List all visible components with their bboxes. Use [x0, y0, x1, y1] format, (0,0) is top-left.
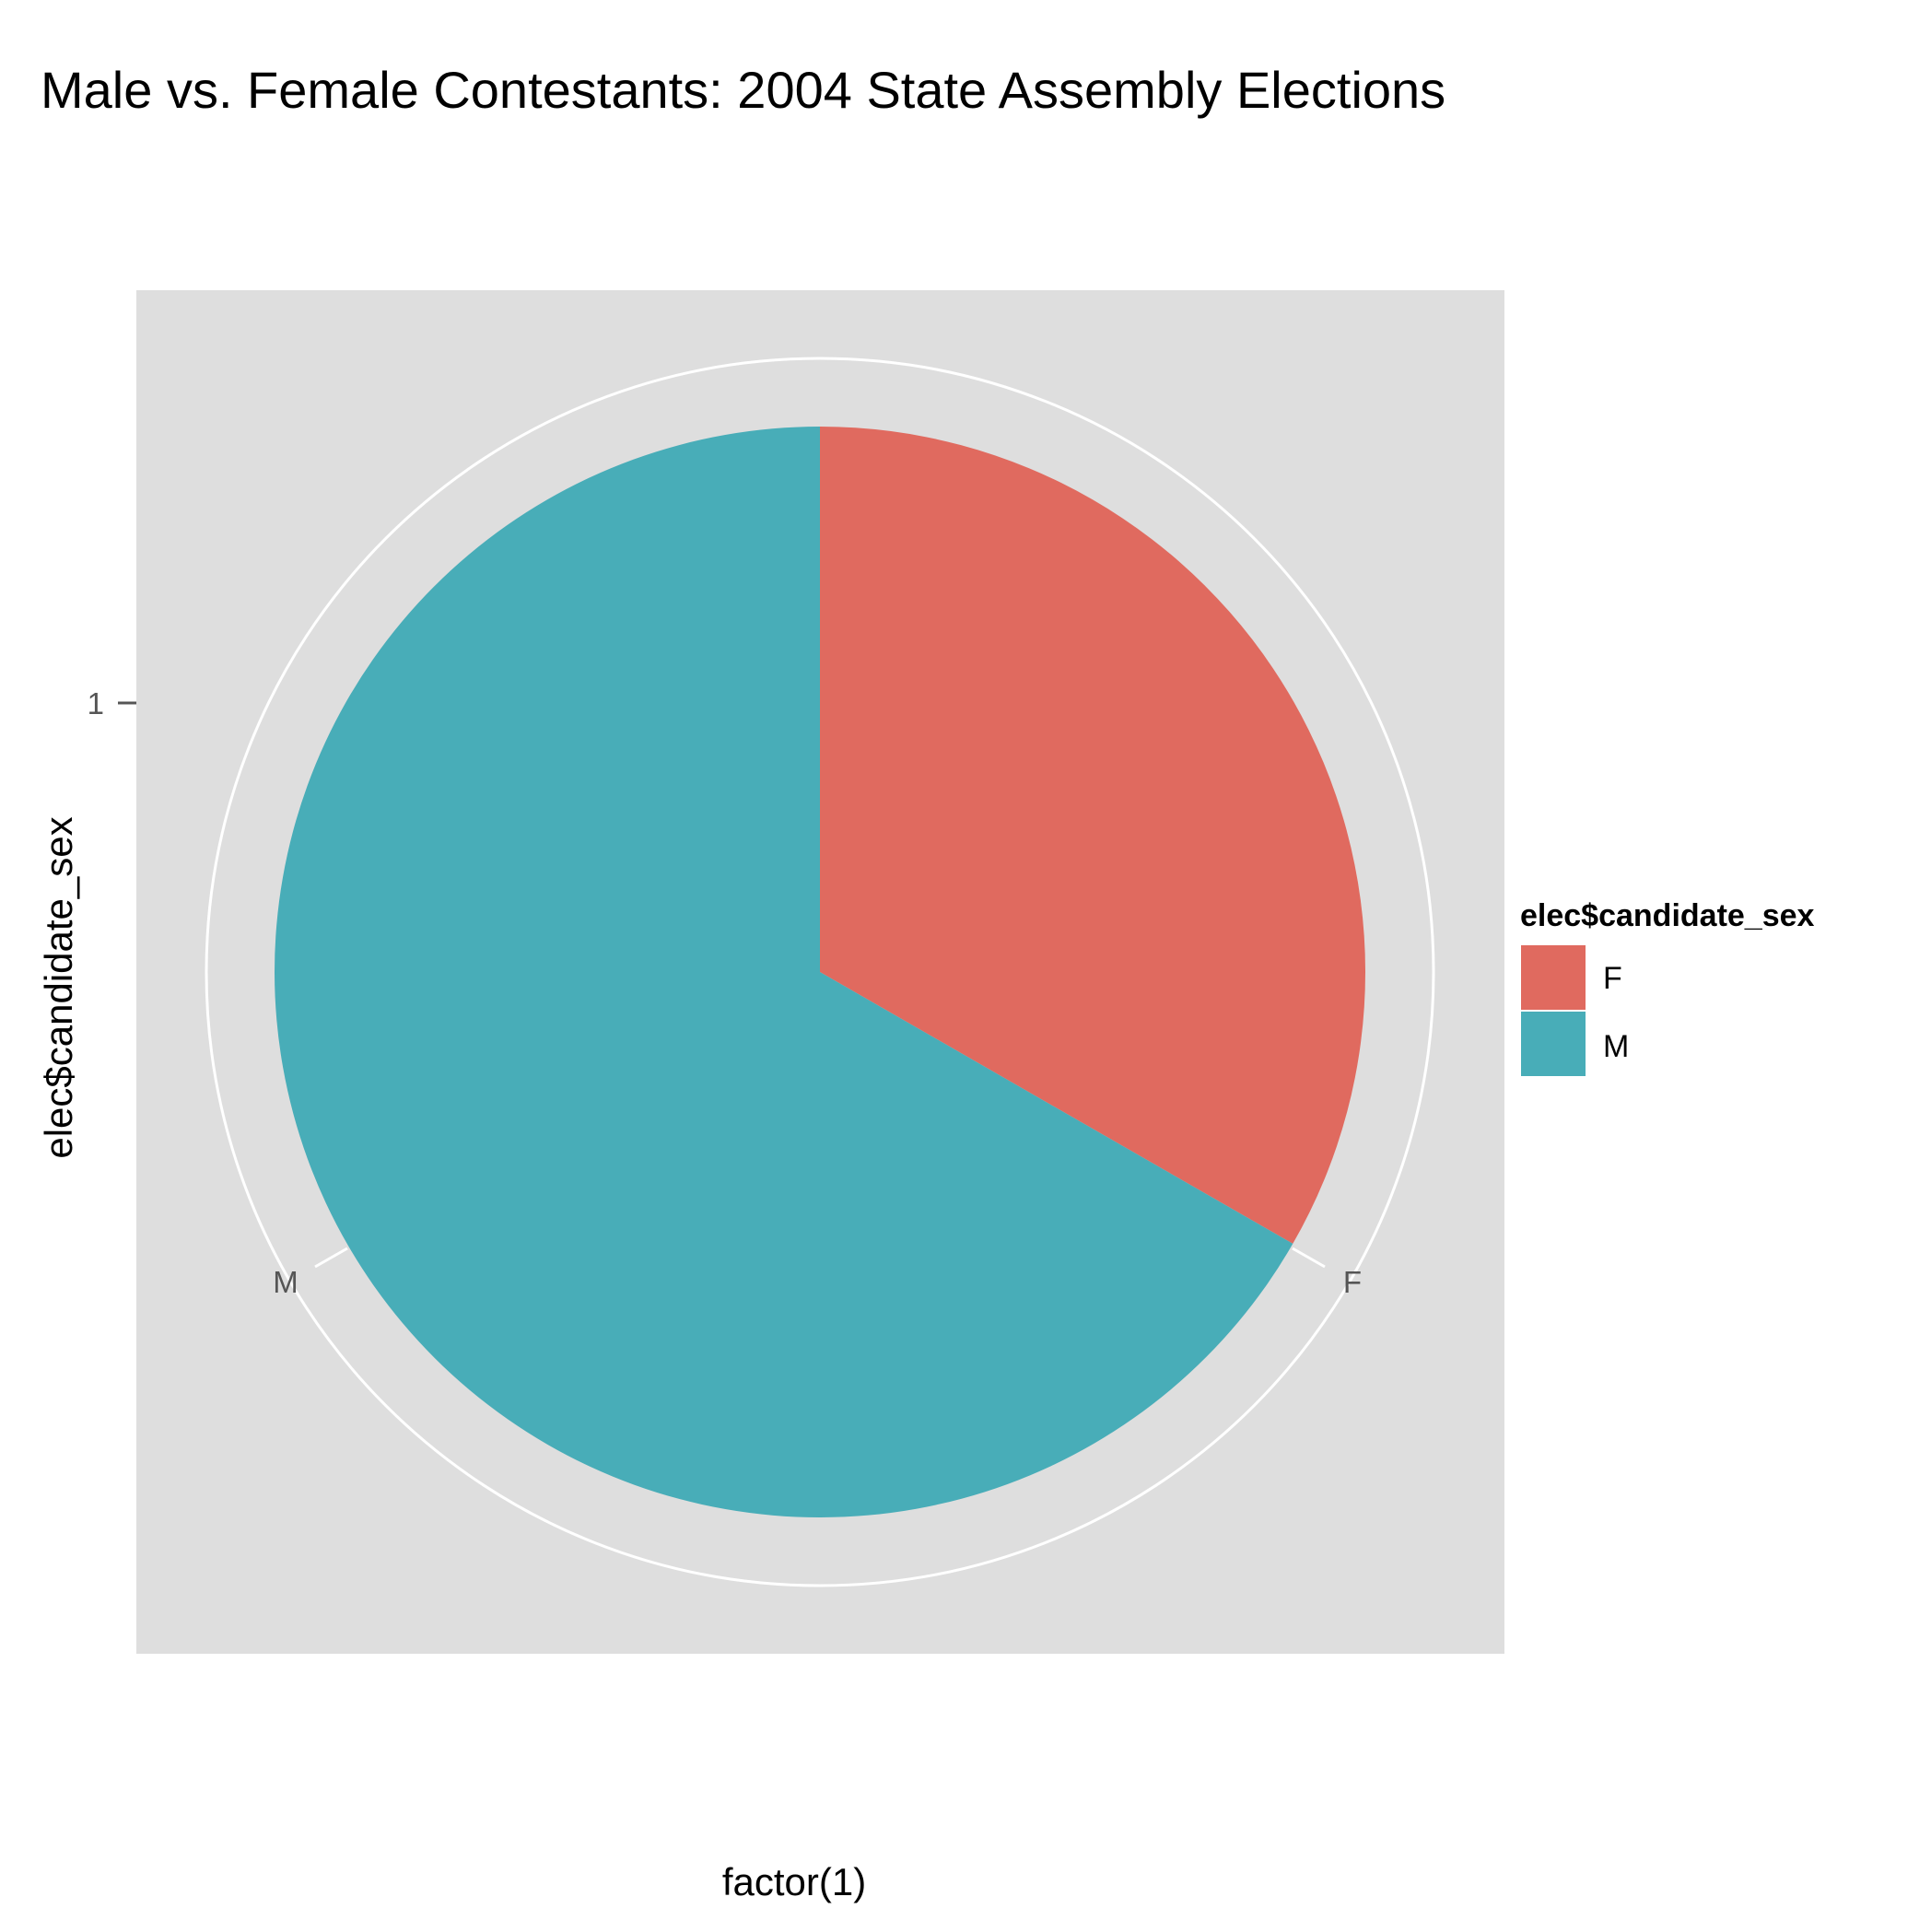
chart-title: Male vs. Female Contestants: 2004 State …: [41, 61, 1445, 119]
legend-label-f: F: [1603, 961, 1622, 996]
legend-key-f: [1519, 943, 1587, 1012]
legend: elec$candidate_sex F M: [1519, 898, 1815, 1078]
pie-slice-f: [820, 427, 1366, 1244]
y-tick-label: 1: [88, 686, 104, 720]
pie-slices: [275, 426, 1366, 1517]
slice-label-tick-m: [314, 1247, 348, 1269]
y-axis-title: elec$candidate_sex: [37, 816, 80, 1158]
legend-title: elec$candidate_sex: [1520, 898, 1815, 933]
slice-label-f: F: [1343, 1265, 1362, 1299]
slice-label-m: M: [273, 1265, 298, 1299]
outer-grid-circle: [205, 357, 1435, 1587]
legend-label-m: M: [1603, 1029, 1629, 1064]
x-axis-title: factor(1): [722, 1860, 866, 1903]
legend-key-m: [1519, 1010, 1587, 1078]
slice-label-tick-f: [1292, 1247, 1326, 1269]
pie-slice-m: [275, 426, 1293, 1517]
